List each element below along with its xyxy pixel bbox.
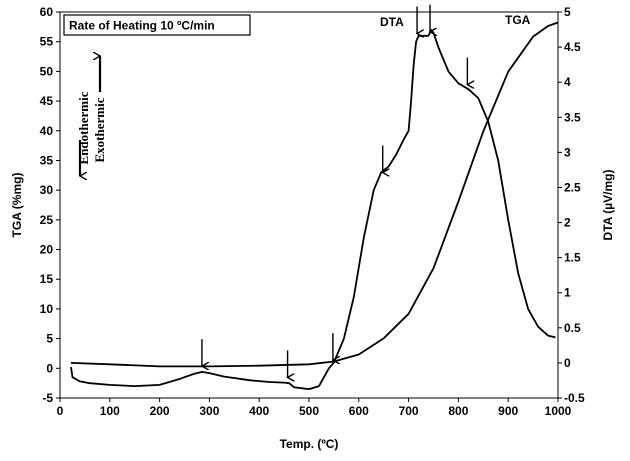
y-left-tick-label: 60 — [40, 5, 54, 19]
y-right-tick-label: 4 — [564, 75, 571, 89]
left-y-axis-ticks: -5 0 5 10 15 20 25 30 35 40 45 50 55 60 — [40, 5, 60, 405]
y-left-tick-label: -5 — [42, 391, 53, 405]
x-tick-label: 0 — [57, 404, 64, 418]
tga-series-label: TGA — [505, 13, 531, 27]
y-right-tick-label: 1.5 — [564, 251, 581, 265]
y-left-tick-label: 50 — [40, 64, 54, 78]
dta-series-line — [70, 28, 556, 391]
x-tick-label: 1000 — [545, 404, 572, 418]
exothermic-indicator: Exothermic — [92, 56, 107, 162]
x-tick-label: 600 — [349, 404, 369, 418]
x-tick-label: 200 — [150, 404, 170, 418]
right-y-axis-ticks: -0.5 0 0.5 1 1.5 2 2.5 3 3.5 4 4.5 5 — [558, 5, 585, 405]
x-axis-title: Temp. (ºC) — [280, 437, 339, 451]
y-left-tick-label: 30 — [40, 183, 54, 197]
x-tick-label: 300 — [199, 404, 219, 418]
y-right-tick-label: 0 — [564, 356, 571, 370]
x-tick-label: 800 — [448, 404, 468, 418]
x-tick-label: 700 — [399, 404, 419, 418]
exothermic-label: Exothermic — [92, 97, 107, 162]
y-right-tick-label: -0.5 — [564, 391, 585, 405]
y-left-tick-label: 35 — [40, 153, 54, 167]
series-layer — [70, 21, 559, 391]
x-axis-ticks: 0 100 200 300 400 500 600 700 800 900 1000 — [57, 398, 572, 418]
y-left-tick-label: 45 — [40, 94, 54, 108]
y-right-tick-label: 0.5 — [564, 321, 581, 335]
y-right-tick-label: 3.5 — [564, 110, 581, 124]
x-tick-label: 500 — [299, 404, 319, 418]
x-tick-label: 100 — [100, 404, 120, 418]
title-box: Rate of Heating 10 ºC/min — [63, 14, 251, 36]
y-axis-left-title: TGA (%mg) — [10, 173, 24, 238]
y-left-tick-label: 15 — [40, 272, 54, 286]
y-left-tick-label: 55 — [40, 35, 54, 49]
y-right-tick-label: 3 — [564, 145, 571, 159]
y-left-tick-label: 10 — [40, 302, 54, 316]
y-axis-right-title: DTA (µV/mg) — [601, 170, 615, 241]
annotation-arrows — [202, 4, 467, 378]
y-left-tick-label: 25 — [40, 213, 54, 227]
y-left-tick-label: 40 — [40, 124, 54, 138]
endothermic-label: Endothermic — [76, 91, 91, 164]
y-right-tick-label: 2 — [564, 216, 571, 230]
x-tick-label: 900 — [498, 404, 518, 418]
y-right-tick-label: 5 — [564, 5, 571, 19]
y-right-tick-label: 4.5 — [564, 40, 581, 54]
endothermic-indicator: Endothermic — [76, 91, 91, 176]
y-left-tick-label: 20 — [40, 243, 54, 257]
dta-series-label: DTA — [380, 15, 404, 29]
x-tick-label: 400 — [249, 404, 269, 418]
y-left-tick-label: 0 — [46, 361, 53, 375]
y-left-tick-label: 5 — [46, 332, 53, 346]
y-right-tick-label: 2.5 — [564, 180, 581, 194]
tga-series-line — [70, 21, 559, 368]
y-right-tick-label: 1 — [564, 286, 571, 300]
chart-title: Rate of Heating 10 ºC/min — [69, 19, 215, 33]
plot-area — [59, 11, 559, 399]
